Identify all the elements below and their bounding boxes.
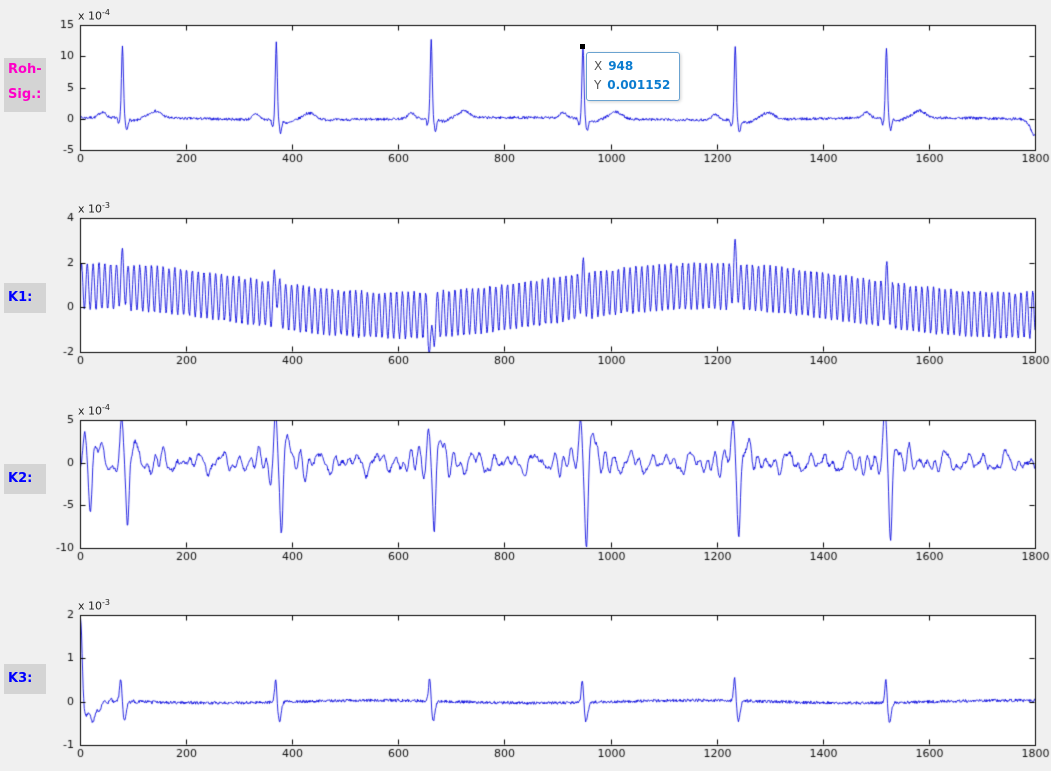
row-label-k1: K1: [4,283,46,313]
exponent-base: x 10 [78,9,103,23]
y-exponent-label-k1: x 10-3 [78,201,110,216]
exponent-base: x 10 [78,404,103,418]
y-exponent-label-k2: x 10-4 [78,403,110,418]
exponent-power: -4 [102,8,110,17]
exponent-power: -4 [102,403,110,412]
row-label-k2: K2: [4,464,46,494]
datatip-y-label: Y [593,77,602,92]
datatip[interactable]: X 948 Y 0.001152 [585,51,681,101]
row-label-k3: K3: [4,664,46,694]
y-exponent-label-k3: x 10-3 [78,598,110,613]
datatip-x-label: X [593,58,603,73]
exponent-base: x 10 [78,599,103,613]
row-label-rohsig: Roh- Sig.: [4,58,46,112]
row-label-rohsig-line2: Sig.: [8,87,42,102]
row-label-k2-text: K2: [8,471,33,486]
datatip-marker[interactable] [580,44,586,50]
datatip-x-row: X 948 [594,57,670,76]
row-label-k3-text: K3: [8,671,33,686]
exponent-base: x 10 [78,202,103,216]
datatip-x-value: 948 [608,58,634,73]
exponent-power: -3 [102,201,110,210]
datatip-y-value: 0.001152 [607,77,671,92]
row-label-rohsig-line1: Roh- [8,62,42,77]
row-label-k1-text: K1: [8,290,33,305]
datatip-y-row: Y 0.001152 [594,76,670,95]
exponent-power: -3 [102,598,110,607]
y-exponent-label-roh: x 10-4 [78,8,110,23]
